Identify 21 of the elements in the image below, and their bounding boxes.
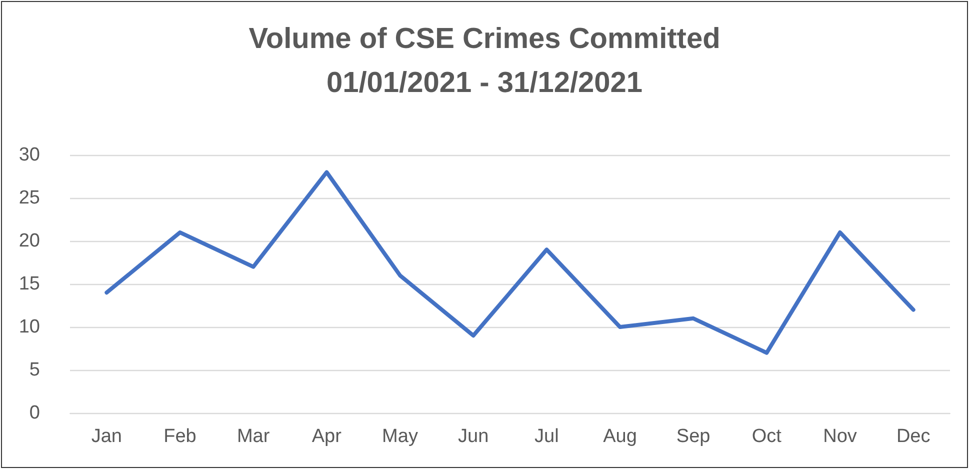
y-tick-label: 0 (29, 402, 40, 424)
x-tick-label: Dec (896, 426, 930, 447)
chart-title: Volume of CSE Crimes Committed 01/01/2021 - 31/12/2021 (248, 23, 720, 99)
y-tick-label: 15 (18, 274, 40, 294)
x-tick-label: Jan (91, 426, 122, 447)
y-tick-label: 10 (18, 316, 40, 338)
x-tick-label: May (382, 426, 418, 447)
x-tick-label: Apr (312, 426, 342, 447)
y-tick-label: 5 (29, 360, 40, 380)
y-tick-label: 25 (18, 188, 40, 208)
x-tick-label: Jul (534, 426, 559, 447)
x-tick-label: Oct (752, 426, 782, 447)
y-tick-label: 30 (18, 144, 40, 166)
x-tick-label: Aug (603, 426, 637, 447)
x-tick-label: Nov (823, 426, 858, 447)
line-series (104, 170, 916, 355)
x-tick-label: Mar (236, 426, 270, 447)
x-tick-label: Sep (676, 426, 710, 447)
x-tick-label: Feb (164, 426, 196, 447)
x-tick-label: Jun (458, 426, 489, 447)
y-tick-label: 20 (18, 230, 40, 252)
